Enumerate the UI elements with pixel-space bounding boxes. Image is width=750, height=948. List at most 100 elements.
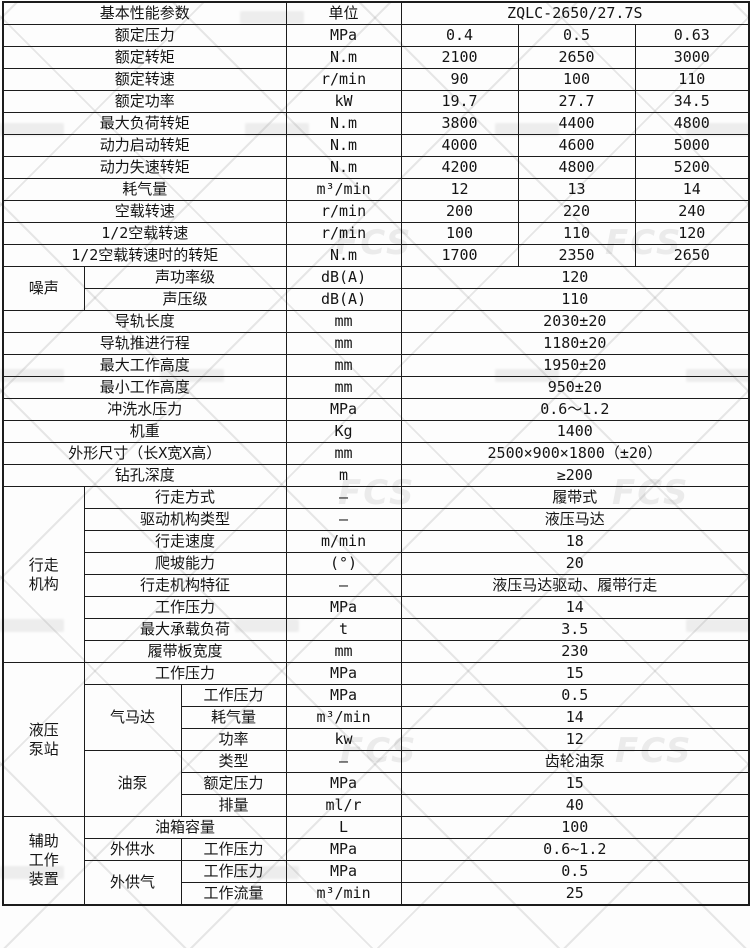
table-row: 1/2空载转速时的转矩 N.m 1700 2350 2650 xyxy=(2,244,750,267)
spec-table: 基本性能参数 单位 ZQLC-2650/27.7S 额定压力 MPa 0.4 0.5 0… xyxy=(2,1,750,906)
value-cell: 4600 xyxy=(517,134,636,157)
value-cell: 1400 xyxy=(400,420,750,443)
value-cell: 4800 xyxy=(517,156,636,179)
param-label: 额定压力 xyxy=(180,772,287,795)
param-label: 油箱容量 xyxy=(83,816,287,839)
table-row: 最大工作高度 mm 1950±20 xyxy=(2,354,750,377)
param-label: 额定功率 xyxy=(2,90,287,113)
table-row: 耗气量 m³/min 14 xyxy=(3,706,750,729)
table-row: 最大承载负荷 t 3.5 xyxy=(3,618,750,641)
table-row: 排量 ml/r 40 xyxy=(3,794,750,817)
table-row: 外供水 工作压力 MPa 0.6~1.2 xyxy=(3,838,750,861)
value-cell: 0.5 xyxy=(400,860,750,883)
unit-cell: mm xyxy=(285,376,402,399)
unit-cell: N.m xyxy=(285,156,402,179)
value-cell: 4400 xyxy=(517,112,636,135)
unit-cell: mm xyxy=(285,442,402,465)
table-row: 履带板宽度 mm 230 xyxy=(3,640,750,663)
param-label: 最大工作高度 xyxy=(2,354,287,377)
unit-cell: mm xyxy=(285,310,402,333)
param-header: 基本性能参数 xyxy=(2,1,287,25)
param-label: 声功率级 xyxy=(83,266,287,289)
param-label: 外形尺寸（长X宽X高） xyxy=(2,442,287,465)
param-label: 导轨长度 xyxy=(2,310,287,333)
table-row: 额定压力 MPa 0.4 0.5 0.63 xyxy=(2,24,750,47)
value-cell: 100 xyxy=(400,222,519,245)
param-label: 动力启动转矩 xyxy=(2,134,287,157)
param-label: 履带板宽度 xyxy=(83,640,287,663)
unit-cell: m³/min xyxy=(285,882,402,906)
table-row: 机重 Kg 1400 xyxy=(2,420,750,443)
unit-cell: N.m xyxy=(285,244,402,267)
param-label: 爬坡能力 xyxy=(83,552,287,575)
table-row: 空载转速 r/min 200 220 240 xyxy=(2,200,750,223)
value-cell: 液压马达 xyxy=(400,508,750,531)
value-cell: 220 xyxy=(517,200,636,223)
param-label: 工作压力 xyxy=(180,860,287,883)
value-cell: 25 xyxy=(400,882,750,906)
table-row: 行走速度 m/min 18 xyxy=(3,530,750,553)
param-label: 动力失速转矩 xyxy=(2,156,287,179)
table-row: 外形尺寸（长X宽X高） mm 2500×900×1800（±20） xyxy=(2,442,750,465)
value-cell: 14 xyxy=(400,596,750,619)
param-label: 空载转速 xyxy=(2,200,287,223)
table-row: 动力启动转矩 N.m 4000 4600 5000 xyxy=(2,134,750,157)
param-label: 排量 xyxy=(180,794,287,817)
unit-cell: m³/min xyxy=(285,178,402,201)
unit-cell: N.m xyxy=(285,46,402,69)
value-cell: 5000 xyxy=(634,134,750,157)
value-cell: 100 xyxy=(517,68,636,91)
unit-cell: mm xyxy=(285,640,402,663)
unit-cell: MPa xyxy=(285,398,402,421)
unit-cell: r/min xyxy=(285,222,402,245)
value-cell: 18 xyxy=(400,530,750,553)
unit-cell: mm xyxy=(285,332,402,355)
value-cell: 液压马达驱动、履带行走 xyxy=(400,574,750,597)
param-label: 机重 xyxy=(2,420,287,443)
table-row: 行走 机构 行走方式 — 履带式 xyxy=(2,486,750,663)
value-cell: 1700 xyxy=(400,244,519,267)
unit-cell: N.m xyxy=(285,134,402,157)
value-cell: 5200 xyxy=(634,156,750,179)
unit-cell: Kg xyxy=(285,420,402,443)
param-label: 工作流量 xyxy=(180,882,287,906)
table-row: 噪声 声功率级 dB(A) 120 xyxy=(2,266,750,311)
param-label: 额定转矩 xyxy=(2,46,287,69)
unit-cell: m³/min xyxy=(285,706,402,729)
value-cell: 34.5 xyxy=(634,90,750,113)
param-label: 额定压力 xyxy=(2,24,287,47)
value-cell: 2650 xyxy=(517,46,636,69)
table-row: 额定转矩 N.m 2100 2650 3000 xyxy=(2,46,750,69)
table-row: 驱动机构类型 — 液压马达 xyxy=(3,508,750,531)
unit-cell: MPa xyxy=(285,838,402,861)
unit-cell: N.m xyxy=(285,112,402,135)
table-header-row: 基本性能参数 单位 ZQLC-2650/27.7S xyxy=(2,1,750,25)
value-cell: 0.5 xyxy=(517,24,636,47)
param-label: 工作压力 xyxy=(83,596,287,619)
group-label-noise: 噪声 xyxy=(2,266,85,311)
value-cell: 2350 xyxy=(517,244,636,267)
value-cell: 3000 xyxy=(634,46,750,69)
param-label: 1/2空载转速 xyxy=(2,222,287,245)
value-cell: 230 xyxy=(400,640,750,663)
param-label: 最大承载负荷 xyxy=(83,618,287,641)
value-cell: 1950±20 xyxy=(400,354,750,377)
value-cell: 0.6~1.2 xyxy=(400,838,750,861)
value-cell: 2650 xyxy=(634,244,750,267)
unit-cell: kw xyxy=(285,728,402,751)
value-cell: 14 xyxy=(634,178,750,201)
table-row: 爬坡能力 (°) 20 xyxy=(3,552,750,575)
table-row: 液压 泵站 工作压力 MPa 15 xyxy=(2,662,750,817)
param-label: 最小工作高度 xyxy=(2,376,287,399)
unit-cell: ml/r xyxy=(285,794,402,817)
value-cell: 240 xyxy=(634,200,750,223)
value-cell: 40 xyxy=(400,794,750,817)
table-row: 外供气 工作压力 MPa 0.5 xyxy=(3,860,750,906)
value-cell: 0.4 xyxy=(400,24,519,47)
value-cell: 27.7 xyxy=(517,90,636,113)
unit-cell: MPa xyxy=(285,684,402,707)
param-label: 行走速度 xyxy=(83,530,287,553)
group-label-aux-device: 辅助 工作 装置 xyxy=(2,816,85,906)
param-label: 额定转速 xyxy=(2,68,287,91)
unit-cell: MPa xyxy=(285,860,402,883)
